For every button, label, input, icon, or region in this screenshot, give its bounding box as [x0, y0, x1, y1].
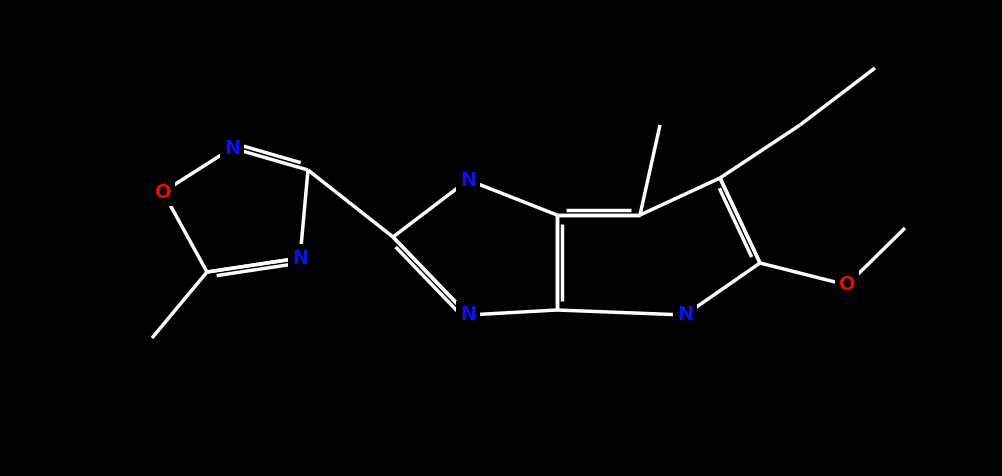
Text: N: N [292, 248, 309, 268]
Text: N: N [460, 306, 476, 325]
Text: N: N [223, 139, 240, 158]
Text: O: O [839, 276, 856, 295]
Text: O: O [154, 182, 171, 201]
Text: N: N [677, 306, 693, 325]
Text: N: N [460, 170, 476, 189]
